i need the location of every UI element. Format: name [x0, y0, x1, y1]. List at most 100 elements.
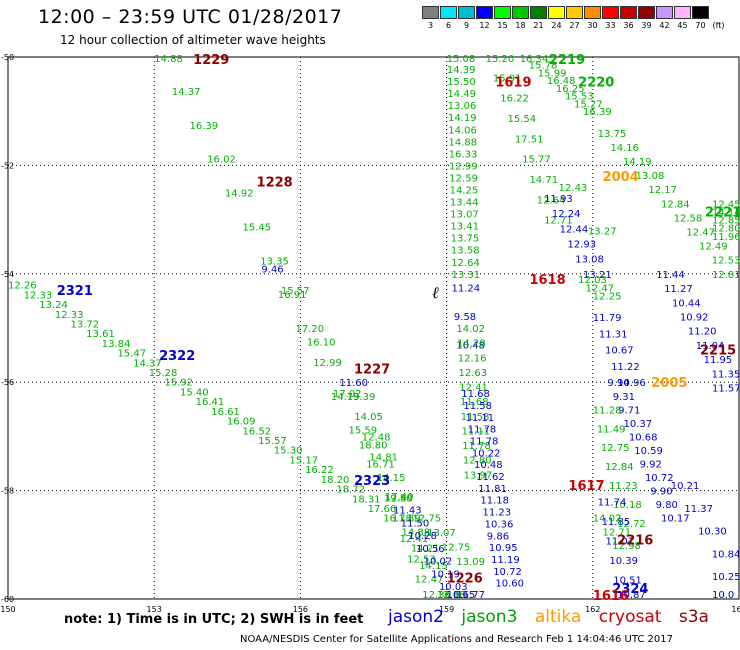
- y-tick-label: -50: [1, 53, 14, 62]
- data-point-value: 15.91: [493, 73, 522, 84]
- axis-tick-labels: 150 153 156 159 162 165 -50 -52 -54 -56 -58 -60: [0, 53, 740, 614]
- data-point-value: 12.93: [567, 239, 596, 250]
- data-point-value: 11.49: [597, 424, 626, 435]
- data-point-value: 11.95: [704, 355, 733, 366]
- data-point-value: 14.71: [529, 175, 558, 186]
- data-point-value: 11.20: [688, 327, 717, 338]
- data-point-value: 10.67: [605, 346, 634, 357]
- pass-label: 1229: [193, 53, 229, 68]
- data-point-labels: 14.88 14.37 16.39 16.02 14.92 15.45 13.35 16.91…: [8, 54, 740, 601]
- data-point-value: 11.43: [393, 506, 422, 517]
- data-point-value: 12.81: [712, 270, 740, 281]
- data-point-value: 10.59: [634, 446, 663, 457]
- data-point-value: 13.75: [451, 234, 480, 245]
- data-point-value: 15.59: [349, 426, 378, 437]
- pass-labels: 1229 1228 1227 1226 2215 2216 2321 2322 2323 2324…: [57, 53, 740, 604]
- data-point-value: 15.54: [508, 114, 537, 125]
- data-point-value: 16.02: [207, 155, 236, 166]
- data-point-value: 16.41: [196, 397, 225, 408]
- data-point-value: 15.57: [281, 286, 310, 297]
- legend-jason3: jason3: [461, 607, 518, 627]
- data-point-value: 9.31: [613, 392, 635, 403]
- track-marker-icon: ℓ: [432, 283, 439, 302]
- data-point-value: 14.05: [354, 412, 383, 423]
- color-swatch: [692, 6, 709, 19]
- data-point-value: 12.36: [422, 590, 451, 601]
- data-point-value: 10.56: [416, 544, 445, 555]
- data-point-value: 12.64: [537, 195, 566, 206]
- x-tick-label: 165: [731, 605, 740, 614]
- color-scale-label: 42: [659, 21, 670, 30]
- data-point-value: 12.48: [362, 432, 391, 443]
- pass-label: 2321: [57, 284, 93, 299]
- x-tick-label: 156: [293, 605, 308, 614]
- data-point-value: 16.09: [227, 417, 256, 428]
- data-point-value: 14.92: [225, 189, 254, 200]
- data-point-value: 10.92: [680, 312, 709, 323]
- color-scale-label: 45: [677, 21, 688, 30]
- data-point-value: 10.51: [613, 575, 642, 586]
- data-point-value: 9.86: [487, 531, 509, 542]
- data-point-value: 12.53: [712, 256, 740, 267]
- data-point-value: 11.93: [544, 194, 573, 205]
- data-point-value: 17.51: [515, 134, 544, 145]
- pass-label: 2324: [612, 582, 648, 597]
- data-point-value: 15.47: [117, 349, 146, 360]
- data-point-value: 14.14: [712, 207, 740, 218]
- color-scale-label: 33: [605, 21, 616, 30]
- data-point-value: 15.50: [447, 77, 476, 88]
- data-point-value: 10.28: [408, 531, 437, 542]
- data-point-value: 14.81: [369, 453, 398, 464]
- color-swatch: [476, 6, 493, 19]
- data-point-value: 16.34: [520, 54, 549, 65]
- data-point-value: 14.49: [447, 89, 476, 100]
- color-scale-label: 24: [551, 21, 562, 30]
- data-point-value: 11.27: [664, 284, 693, 295]
- legend-jason2: jason2: [388, 607, 444, 627]
- data-point-value: 15.57: [258, 436, 287, 447]
- data-point-value: 11.11: [461, 426, 490, 437]
- pass-label: 2322: [159, 349, 195, 364]
- data-point-value: 9.90: [650, 487, 672, 498]
- data-point-value: 12.75: [412, 514, 441, 525]
- pass-label: 1618: [529, 273, 565, 288]
- data-point-value: 11.77: [456, 590, 485, 601]
- data-point-value: 12.63: [459, 368, 488, 379]
- color-swatch: [548, 6, 565, 19]
- data-point-value: 10.21: [671, 481, 700, 492]
- data-point-value: 11.28: [593, 405, 622, 416]
- data-point-value: 13.09: [456, 557, 485, 568]
- data-point-value: 10.84: [712, 549, 740, 560]
- data-point-value: 15.53: [565, 92, 594, 103]
- data-point-value: 18.72: [336, 485, 365, 496]
- data-point-value: 10.68: [629, 432, 658, 443]
- data-point-value: 15.45: [243, 222, 272, 233]
- data-point-value: 14.06: [448, 125, 477, 136]
- data-point-value: 13.35: [260, 256, 289, 267]
- data-point-value: 11.31: [599, 329, 628, 340]
- data-point-value: 12.49: [699, 242, 728, 253]
- data-point-value: 10.48: [474, 460, 503, 471]
- data-point-value: 15.28: [149, 368, 178, 379]
- data-point-value: 12.25: [593, 291, 622, 302]
- data-point-value: 16.25: [556, 84, 585, 95]
- x-tick-label: 153: [147, 605, 162, 614]
- data-point-value: 12.58: [674, 213, 703, 224]
- color-swatch: [602, 6, 619, 19]
- color-scale-label: 39: [641, 21, 652, 30]
- data-point-value: 11.68: [461, 389, 490, 400]
- pass-label: 1226: [447, 571, 483, 586]
- data-point-value: 15.30: [274, 446, 303, 457]
- x-tick-label: 150: [0, 605, 15, 614]
- data-point-value: 12.47: [415, 575, 444, 586]
- data-point-value: 9.80: [656, 500, 678, 511]
- data-point-value: 10.60: [495, 579, 524, 590]
- data-point-value: 13.39: [347, 392, 376, 403]
- data-point-value: 18.31: [352, 494, 381, 505]
- data-point-value: 16.52: [243, 426, 272, 437]
- data-point-value: 11.23: [609, 481, 638, 492]
- data-point-value: 13.08: [636, 171, 665, 182]
- data-point-value: 10.17: [661, 514, 690, 525]
- data-point-value: 17.66: [368, 504, 397, 515]
